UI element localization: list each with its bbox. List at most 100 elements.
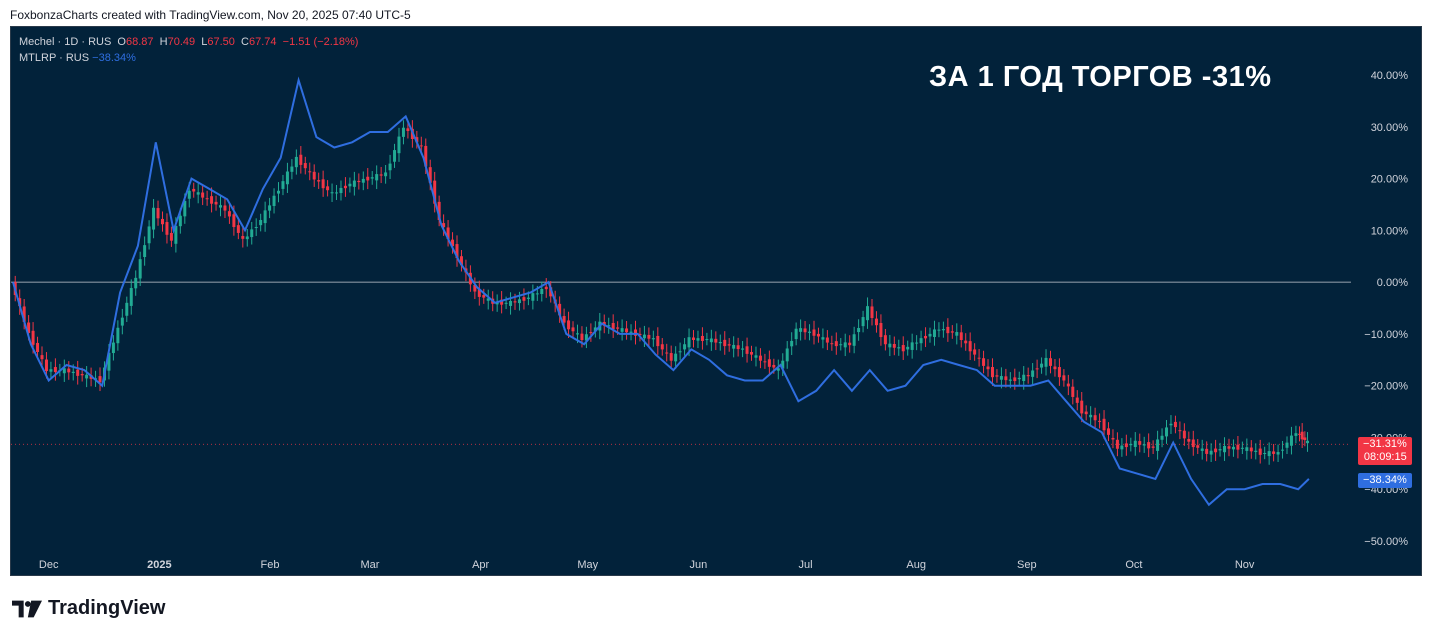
candle-body: [785, 348, 789, 362]
candle-body: [928, 333, 932, 337]
candle-body: [183, 200, 187, 217]
candle-body: [584, 334, 588, 341]
candle-body: [406, 128, 410, 132]
candle-body: [343, 185, 347, 189]
candle-body: [1040, 363, 1044, 368]
compare-symbol[interactable]: MTLRP · RUS: [19, 52, 90, 64]
candle-body: [816, 333, 820, 337]
candle-body: [754, 355, 758, 358]
tradingview-brand: TradingView: [48, 597, 166, 619]
candle-body: [308, 171, 312, 173]
candle-body: [910, 342, 914, 350]
candle-body: [509, 300, 513, 306]
candle-body: [415, 137, 419, 143]
x-tick-label: Jul: [798, 559, 812, 571]
candle-body: [330, 192, 334, 194]
candle-body: [482, 295, 486, 298]
candle-body: [915, 342, 919, 344]
candle-body: [727, 344, 731, 346]
candle-body: [776, 368, 780, 371]
candle-body: [433, 180, 437, 204]
candle-body: [625, 328, 629, 333]
candle-body: [692, 337, 696, 340]
y-tick-label: 30.00%: [1371, 122, 1409, 134]
candle-body: [335, 192, 339, 194]
x-tick-label: Sep: [1017, 559, 1037, 571]
candle-body: [1129, 443, 1133, 446]
candle-body: [223, 205, 227, 211]
candle-body: [1138, 441, 1142, 445]
candle-body: [285, 171, 289, 185]
candle-body: [442, 223, 446, 228]
candle-body: [803, 328, 807, 333]
candle-body: [937, 329, 941, 331]
candle-body: [384, 172, 388, 177]
x-tick-label: Nov: [1235, 559, 1255, 571]
candle-body: [839, 344, 843, 346]
tradingview-logo[interactable]: TradingView: [12, 597, 165, 620]
y-tick-label: −50.00%: [1364, 536, 1408, 548]
candle-body: [1240, 447, 1244, 449]
candle-body: [1218, 449, 1222, 451]
main-series-legend[interactable]: Mechel · 1D · RUS O68.87 H70.49 L67.50 C…: [19, 36, 358, 48]
y-tick-label: 20.00%: [1371, 174, 1409, 186]
bar-countdown: 08:09:15: [1363, 451, 1407, 463]
candle-body: [714, 338, 718, 343]
candle-body: [647, 334, 651, 339]
candle-body: [821, 337, 825, 340]
candle-body: [950, 331, 954, 333]
close-value: 67.74: [248, 36, 277, 48]
candle-body: [535, 293, 539, 295]
candle-body: [892, 343, 896, 348]
candle-body: [879, 323, 883, 338]
chart-svg[interactable]: 40.00% 30.00% 20.00% 10.00% 0.00% −10.00% −20.…: [11, 27, 1422, 576]
candle-body: [272, 195, 276, 206]
candle-body: [705, 339, 709, 341]
candle-body: [861, 317, 865, 327]
candle-body: [1062, 375, 1066, 381]
candle-body: [80, 374, 84, 376]
candle-body: [1008, 379, 1012, 381]
x-tick-label: Jun: [690, 559, 708, 571]
low-value: 67.50: [207, 36, 235, 48]
candle-body: [741, 348, 745, 350]
candle-body: [22, 306, 26, 322]
candle-body: [388, 163, 392, 171]
candle-body: [1093, 415, 1097, 421]
candle-body: [1281, 449, 1285, 451]
candle-body: [299, 154, 303, 165]
candle-body: [1254, 450, 1258, 452]
candle-body: [977, 357, 981, 359]
candle-body: [1102, 418, 1106, 431]
candle-body: [116, 327, 120, 344]
main-symbol[interactable]: Mechel · 1D · RUS: [19, 36, 112, 48]
candle-body: [1249, 447, 1253, 452]
candle-body: [277, 190, 281, 194]
candle-body: [513, 301, 517, 303]
candle-body: [1115, 439, 1119, 449]
compare-series-legend[interactable]: MTLRP · RUS −38.34%: [19, 52, 136, 64]
x-tick-label: May: [577, 559, 598, 571]
chart-area[interactable]: 40.00% 30.00% 20.00% 10.00% 0.00% −10.00% −20.…: [10, 26, 1422, 576]
candle-body: [567, 320, 571, 330]
candle-body: [1196, 445, 1200, 448]
candle-body: [451, 239, 455, 247]
candle-body: [1142, 444, 1146, 446]
candle-body: [236, 225, 240, 233]
candle-body: [254, 227, 258, 229]
candle-body: [214, 201, 218, 205]
candle-body: [76, 369, 80, 376]
candle-body: [558, 303, 562, 316]
candle-body: [522, 297, 526, 301]
candle-body: [995, 375, 999, 377]
candle-body: [781, 360, 785, 369]
candle-body: [1044, 357, 1048, 367]
candle-body: [1276, 452, 1280, 455]
candle-body: [120, 317, 124, 326]
candle-body: [999, 376, 1003, 380]
candle-body: [134, 277, 138, 289]
candle-body: [964, 340, 968, 344]
candle-body: [370, 177, 374, 179]
candle-body: [620, 328, 624, 332]
candle-body: [687, 337, 691, 348]
